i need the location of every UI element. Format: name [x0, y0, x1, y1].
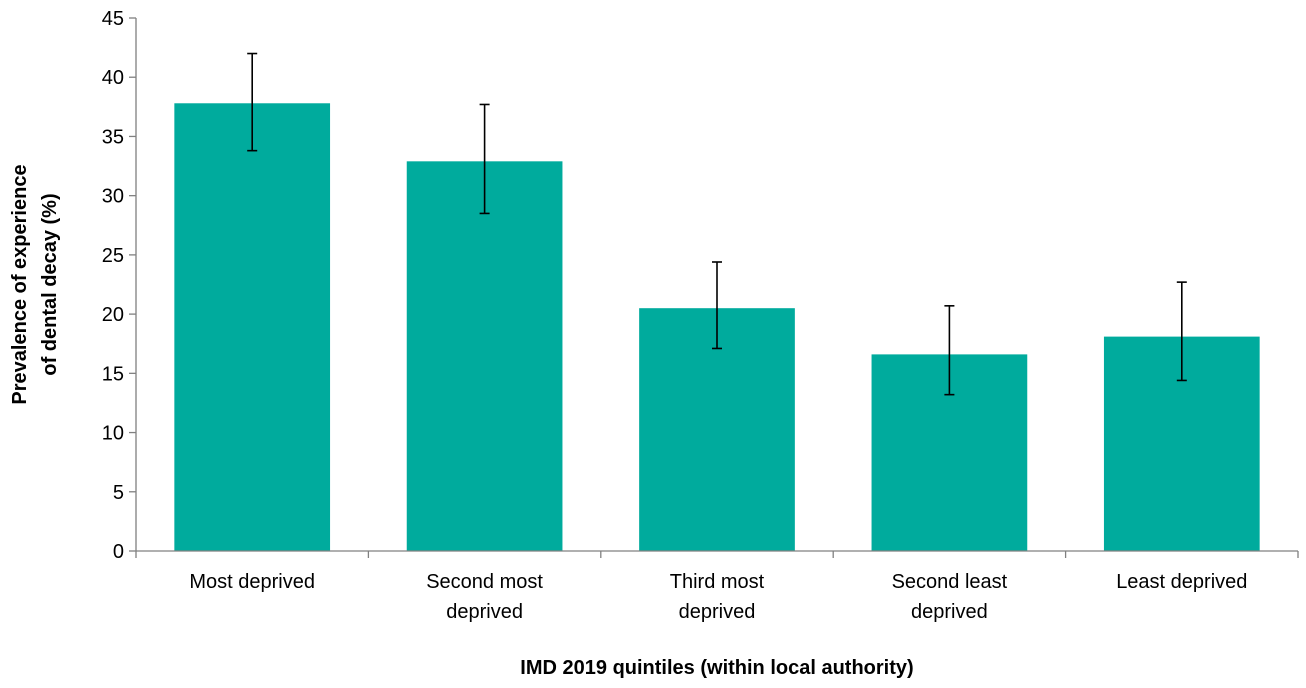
y-tick-label: 30: [102, 186, 124, 208]
bar: [406, 161, 563, 551]
y-axis-ticks: 0 5 10 15 20 25 30 35 40 45: [102, 8, 136, 563]
x-category-label: Second most deprived: [426, 571, 543, 623]
y-axis-title-line: of dental decay (%): [39, 193, 61, 375]
y-tick-label: 45: [102, 8, 124, 30]
x-category-label: Most deprived: [189, 571, 315, 593]
error-bars-group: [247, 52, 1187, 396]
y-tick-label: 0: [113, 541, 124, 563]
y-tick-label: 10: [102, 423, 124, 445]
x-category-label-line: deprived: [679, 601, 756, 623]
y-tick-label: 25: [102, 245, 124, 267]
x-category-label-line: Second least: [892, 571, 1008, 593]
x-category-label: Third most deprived: [670, 571, 765, 623]
x-category-label: Least deprived: [1116, 571, 1247, 593]
y-axis-title-line: Prevalence of experience: [9, 164, 31, 404]
x-category-label-line: Third most: [670, 571, 765, 593]
x-category-label-line: Second most: [426, 571, 543, 593]
y-tick-label: 40: [102, 67, 124, 89]
y-tick-label: 35: [102, 126, 124, 148]
axes-group: [135, 18, 1299, 558]
x-category-label-line: deprived: [911, 601, 988, 623]
x-category-label-line: Most deprived: [189, 571, 315, 593]
y-tick-label: 5: [113, 482, 124, 504]
x-category-label-line: deprived: [446, 601, 523, 623]
y-tick-label: 20: [102, 304, 124, 326]
bars-group: [174, 103, 1260, 551]
bar: [174, 103, 331, 551]
x-category-label-line: Least deprived: [1116, 571, 1247, 593]
y-axis-title-text: Prevalence of experience of dental decay …: [9, 164, 61, 404]
x-category-label: Second least deprived: [892, 571, 1008, 623]
y-tick-label: 15: [102, 363, 124, 385]
x-axis-title: IMD 2019 quintiles (within local authori…: [520, 657, 913, 679]
y-axis-title: Prevalence of experience of dental decay …: [9, 164, 61, 404]
